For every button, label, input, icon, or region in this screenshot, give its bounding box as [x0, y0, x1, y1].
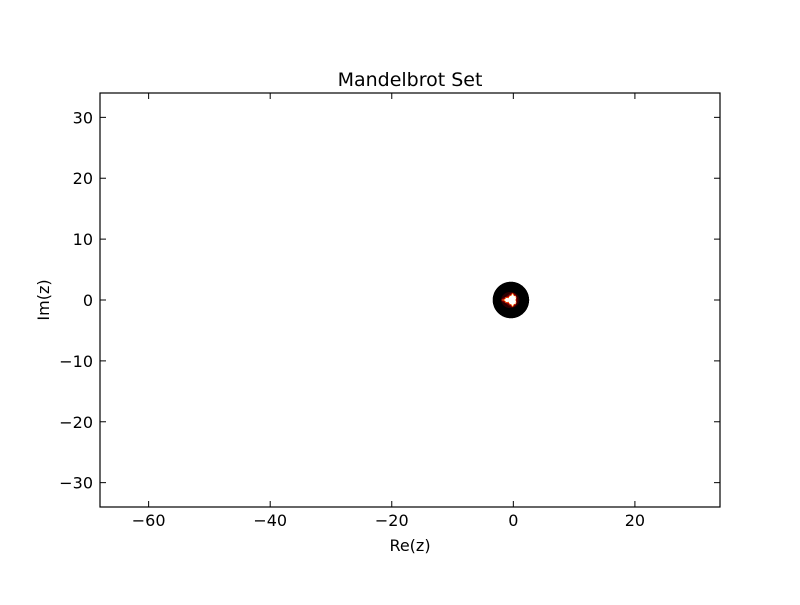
x-axis-label: Re(z): [389, 536, 430, 555]
y-tick-label: −20: [59, 413, 93, 432]
y-tick-label: 30: [73, 108, 93, 127]
y-tick-label: −10: [59, 352, 93, 371]
x-tick-label: −40: [253, 511, 287, 530]
y-tick-label: 10: [73, 230, 93, 249]
x-tick-label: −60: [132, 511, 166, 530]
x-tick-label: 20: [625, 511, 645, 530]
mandelbrot-heatmap: [491, 280, 531, 320]
x-tick-label: 0: [508, 511, 518, 530]
plot-area: [491, 280, 531, 320]
y-tick-label: 0: [83, 291, 93, 310]
plot-frame: [99, 92, 721, 508]
y-tick-label: 20: [73, 169, 93, 188]
axis-ticks: −60 −40 −20 0 20 −30 −20 −10 0 10 20 30: [59, 93, 720, 530]
x-tick-label: −20: [375, 511, 409, 530]
y-axis-label: Im(z): [34, 279, 53, 320]
chart-title: Mandelbrot Set: [338, 69, 483, 91]
y-tick-label: −30: [59, 474, 93, 493]
